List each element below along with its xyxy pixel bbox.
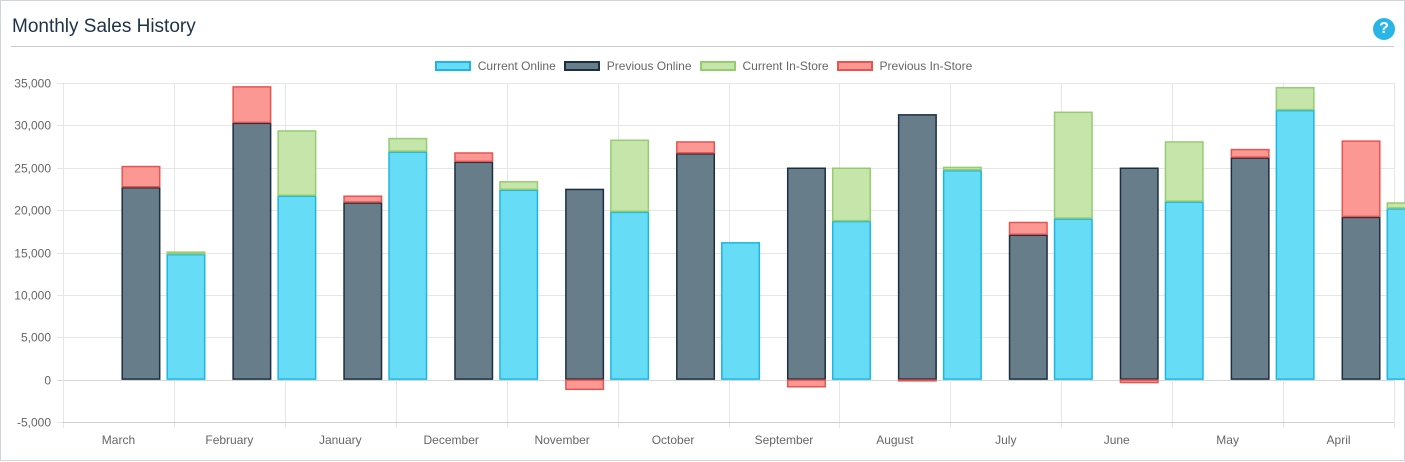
bar-current-in-store — [610, 139, 650, 213]
y-tick-label: 5,000 — [21, 331, 51, 345]
bar-previous-online — [1230, 157, 1270, 380]
bar-current-in-store — [942, 166, 982, 171]
bar-current-in-store — [166, 251, 206, 255]
legend-label: Current Online — [477, 59, 556, 73]
bars-layer — [121, 86, 1405, 391]
x-tick-label: June — [1104, 433, 1130, 447]
bar-previous-online — [454, 161, 494, 380]
chart-legend: Current Online Previous Online Current In-… — [1, 57, 1405, 75]
bar-previous-in-store — [1008, 221, 1048, 235]
bar-previous-in-store — [343, 195, 383, 203]
bar-previous-in-store — [1230, 148, 1270, 158]
legend-swatch — [563, 61, 600, 71]
bar-previous-online — [786, 167, 826, 380]
bar-current-in-store — [1386, 202, 1405, 209]
x-tick-label: August — [876, 433, 914, 447]
x-tick-label: March — [102, 433, 135, 447]
bar-previous-online — [1008, 234, 1048, 380]
bar-current-online — [388, 151, 428, 380]
x-tick-label: December — [424, 433, 479, 447]
bar-current-in-store — [831, 167, 871, 222]
x-tick-label: November — [534, 433, 589, 447]
y-tick-label: 20,000 — [14, 204, 51, 218]
bar-current-in-store — [1275, 86, 1315, 111]
bar-previous-in-store — [121, 165, 161, 188]
legend-item[interactable]: Previous In-Store — [836, 59, 973, 73]
bar-previous-in-store — [1119, 379, 1159, 384]
bar-previous-online — [897, 114, 937, 380]
bar-current-online — [1386, 208, 1405, 380]
y-tick-label: 35,000 — [14, 77, 51, 91]
bar-current-online — [166, 253, 206, 380]
bar-current-online — [277, 195, 317, 380]
legend-swatch — [434, 61, 471, 71]
axis-labels: -5,000 0 5,000 10,000 15,000 20,000 25,000 30,0… — [14, 77, 1350, 448]
y-tick-label: 0 — [44, 374, 51, 388]
panel-title: Monthly Sales History — [12, 16, 196, 37]
y-tick-label: -5,000 — [17, 416, 51, 430]
bar-current-online — [499, 189, 539, 380]
bar-previous-in-store — [676, 141, 716, 154]
x-tick-label: July — [995, 433, 1016, 447]
legend-swatch — [699, 61, 736, 71]
bar-current-online — [831, 220, 871, 380]
y-tick-label: 30,000 — [14, 119, 51, 133]
bar-current-online — [610, 211, 650, 380]
bar-current-in-store — [1053, 111, 1093, 219]
y-tick-label: 15,000 — [14, 247, 51, 261]
x-tick-label: February — [205, 433, 253, 447]
x-tick-label: April — [1327, 433, 1351, 447]
x-tick-label: October — [652, 433, 695, 447]
legend-label: Previous In-Store — [879, 59, 973, 73]
bar-current-in-store — [388, 137, 428, 152]
bar-previous-in-store — [897, 379, 937, 382]
x-tick-label: January — [319, 433, 362, 447]
bar-previous-online — [121, 186, 161, 380]
x-tick-label: May — [1216, 433, 1239, 447]
bar-current-in-store — [499, 181, 539, 191]
bar-previous-in-store — [565, 379, 605, 391]
legend-item[interactable]: Current In-Store — [699, 59, 829, 73]
bar-current-online — [1053, 218, 1093, 380]
bar-previous-online — [343, 202, 383, 380]
bar-current-online — [942, 170, 982, 380]
bar-previous-online — [676, 153, 716, 380]
bar-current-in-store — [277, 130, 317, 196]
bar-previous-online — [1341, 216, 1381, 380]
legend-item[interactable]: Current Online — [434, 59, 556, 73]
panel-header: Monthly Sales History ? — [11, 1, 1395, 47]
bar-current-in-store — [1164, 141, 1204, 202]
bar-previous-online — [1119, 167, 1159, 380]
help-icon[interactable]: ? — [1373, 18, 1395, 40]
bar-previous-in-store — [454, 152, 494, 163]
legend-label: Previous Online — [606, 59, 692, 73]
legend-swatch — [836, 61, 873, 71]
bar-previous-online — [565, 188, 605, 380]
bar-current-online — [721, 242, 761, 380]
bar-previous-in-store — [1341, 140, 1381, 218]
x-tick-label: September — [755, 433, 814, 447]
bar-current-online — [1275, 109, 1315, 380]
y-tick-label: 25,000 — [14, 162, 51, 176]
bar-previous-online — [232, 122, 272, 380]
y-tick-label: 10,000 — [14, 289, 51, 303]
legend-item[interactable]: Previous Online — [563, 59, 692, 73]
legend-label: Current In-Store — [742, 59, 829, 73]
bar-current-online — [1164, 201, 1204, 380]
bar-previous-in-store — [786, 379, 826, 388]
bar-previous-in-store — [232, 86, 272, 124]
